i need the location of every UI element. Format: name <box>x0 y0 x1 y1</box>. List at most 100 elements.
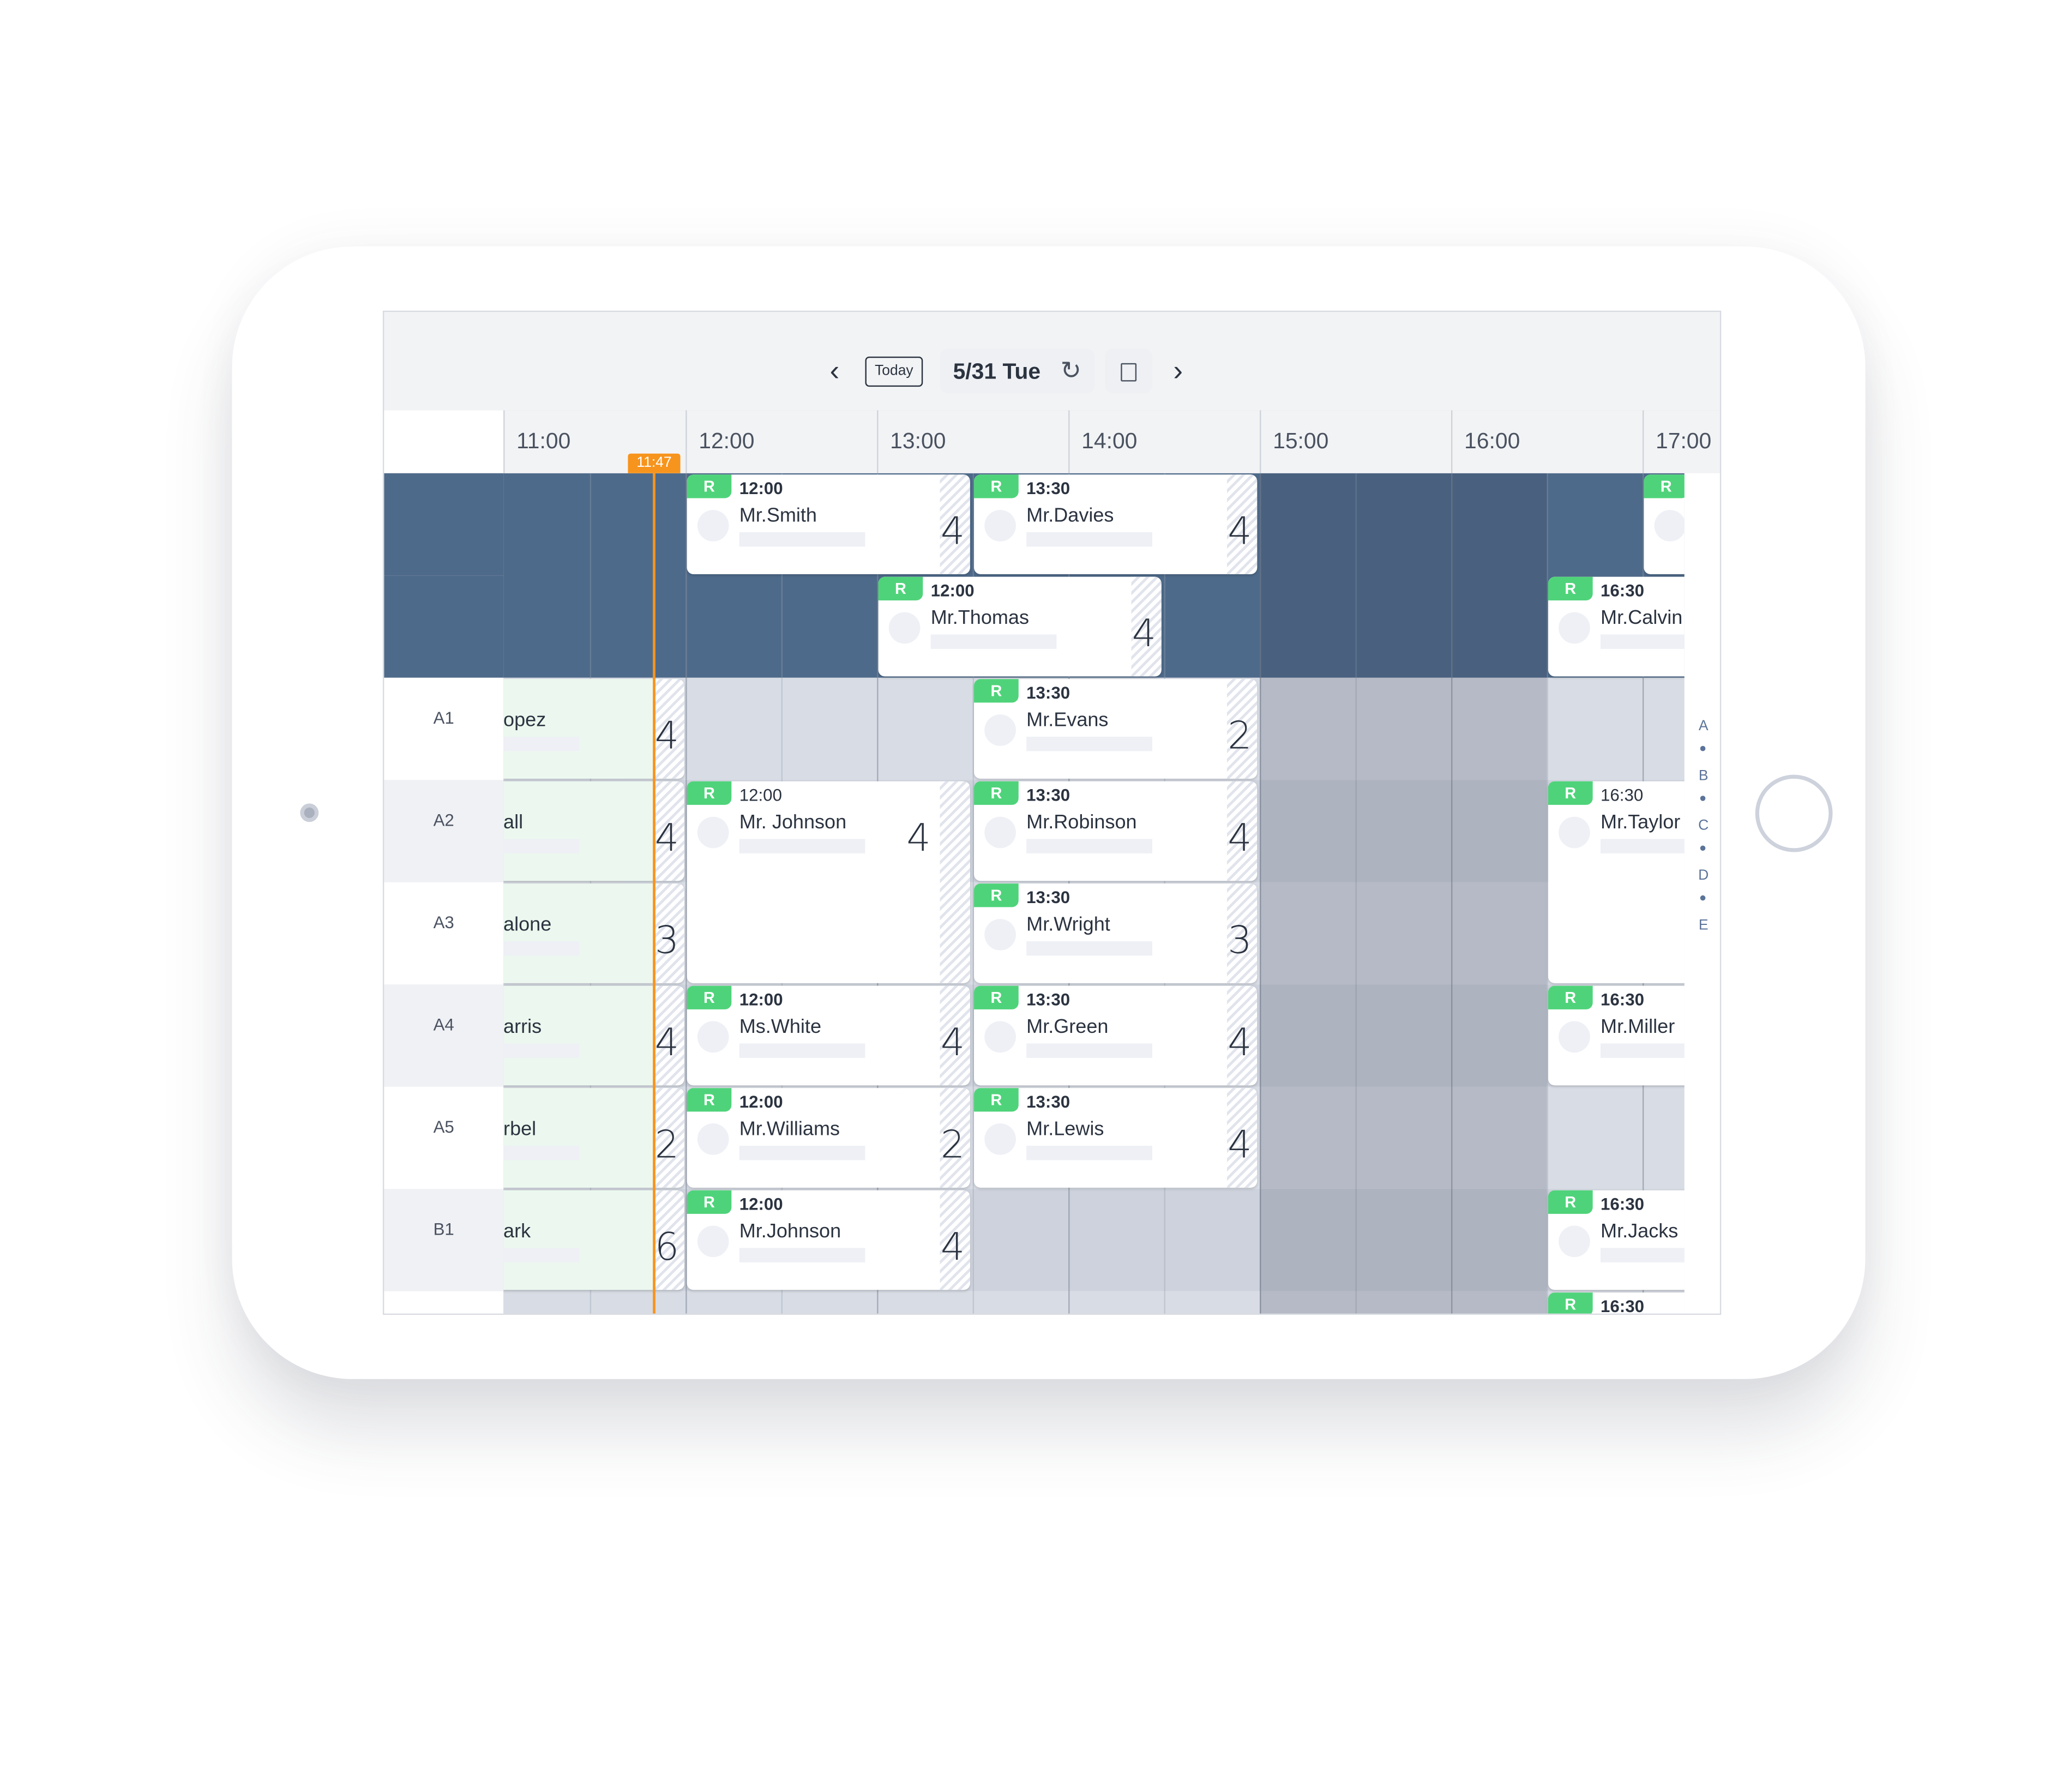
reservation-card[interactable]: R 16:30 Mr.Taylor <box>1548 781 1685 983</box>
avatar <box>697 510 729 542</box>
past-reservation-card[interactable]: alone 3 <box>503 883 684 983</box>
reservation-status-badge: R <box>974 474 1019 498</box>
row-label: A2 <box>384 780 504 882</box>
reservation-status-badge: R <box>1548 1190 1593 1214</box>
reservation-card[interactable]: R 13:30 Mr.Green 4 <box>974 985 1258 1086</box>
hatched-strip <box>654 883 684 983</box>
hatched-strip <box>1226 883 1258 983</box>
past-reservation-card[interactable]: rbel 2 <box>503 1088 684 1188</box>
row-label <box>384 473 504 576</box>
reservation-time: 12:00 <box>739 1194 783 1214</box>
section-index-letter[interactable]: D <box>1698 868 1709 884</box>
date-label: 5/31 Tue <box>953 359 1041 384</box>
home-button[interactable] <box>1755 774 1833 852</box>
reservation-card[interactable]: R 12:00 Ms.White 4 <box>687 985 970 1086</box>
reservation-status-badge: R <box>687 1088 732 1112</box>
section-index-letter[interactable]: C <box>1698 817 1709 834</box>
reservation-card[interactable]: R 16:30 Mr.Jacks <box>1548 1190 1685 1290</box>
reservation-card[interactable]: R 13:30 Mr.Robinson 4 <box>974 781 1258 881</box>
section-index-letter[interactable]: E <box>1698 917 1709 934</box>
party-size: 2 <box>654 1122 679 1167</box>
reservation-card[interactable]: R 12:00 Mr.Smith 4 <box>687 474 970 574</box>
past-reservation-card[interactable]: opez 4 <box>503 679 684 779</box>
section-index-dot <box>1700 845 1706 851</box>
detail-placeholder <box>739 532 865 547</box>
guest-name: opez <box>503 709 546 732</box>
reservation-card[interactable]: R 12:00 Mr.Thomas 4 <box>878 576 1162 677</box>
section-index-letter[interactable]: B <box>1698 768 1709 784</box>
past-reservation-card[interactable]: all 4 <box>503 781 684 881</box>
section-index-scrollbar[interactable]: A B C D E <box>1684 473 1720 1314</box>
guest-name: Mr.Calvin <box>1601 606 1683 629</box>
detail-placeholder <box>503 736 580 751</box>
avatar <box>984 816 1016 849</box>
hatched-strip <box>940 985 970 1086</box>
hour-label: 17:00 <box>1655 429 1712 454</box>
reservation-status-badge: R <box>1548 1292 1593 1314</box>
reservation-time: 16:30 <box>1601 580 1644 600</box>
chevron-left-icon[interactable]: ‹ <box>829 354 840 387</box>
reservation-time: 12:00 <box>739 785 782 805</box>
reservation-card[interactable]: R 13:30 Mr.Wright 3 <box>974 883 1258 983</box>
reservation-card[interactable]: R 16:30 <box>1548 1292 1685 1314</box>
detail-placeholder <box>503 941 580 956</box>
reservation-time: 13:30 <box>1026 785 1070 805</box>
guest-name: Ms.White <box>739 1015 822 1038</box>
reservation-status-badge: R <box>974 883 1019 907</box>
detail-placeholder <box>503 839 580 853</box>
guest-name: Mr.Johnson <box>739 1220 841 1243</box>
date-selector[interactable]: 5/31 Tue ↻ <box>940 348 1095 394</box>
detail-placeholder <box>739 1145 865 1160</box>
guest-name: Mr.Davies <box>1026 504 1114 527</box>
reservation-card[interactable]: R 16:30 Mr.Miller <box>1548 985 1685 1086</box>
chevron-right-icon[interactable]: › <box>1173 354 1183 387</box>
party-size: 4 <box>940 1020 965 1065</box>
detail-placeholder <box>739 1248 865 1262</box>
detail-placeholder <box>1601 634 1685 649</box>
hour-label: 14:00 <box>1081 429 1138 454</box>
row-label: B1 <box>384 1189 504 1291</box>
reservation-card[interactable]: R 16:30 Mr.Calvin <box>1548 576 1685 677</box>
hour-divider <box>503 410 505 473</box>
note-button[interactable] <box>1105 348 1152 394</box>
avatar <box>697 816 729 849</box>
reservation-card[interactable]: R 13:30 Mr.Lewis 4 <box>974 1088 1258 1188</box>
reservation-time: 13:30 <box>1026 887 1070 907</box>
detail-placeholder <box>739 839 865 853</box>
current-time-line <box>653 473 655 1314</box>
reservation-card[interactable]: R 12:00 Mr. Johnson 4 <box>687 781 970 983</box>
avatar <box>1559 816 1590 849</box>
refresh-icon[interactable]: ↻ <box>1060 358 1081 386</box>
reservation-status-badge: R <box>974 781 1019 805</box>
guest-name: all <box>503 811 524 834</box>
avatar <box>697 1021 729 1053</box>
reservation-card[interactable]: R 13:30 Mr.Evans 2 <box>974 679 1258 779</box>
reservation-card[interactable]: R <box>1644 474 1685 574</box>
avatar <box>984 510 1016 542</box>
guest-name: Mr.Williams <box>739 1118 840 1141</box>
party-size: 4 <box>1228 508 1252 554</box>
hatched-strip <box>1226 985 1258 1086</box>
guest-name: Mr.Miller <box>1601 1015 1675 1038</box>
reservation-card[interactable]: R 13:30 Mr.Davies 4 <box>974 474 1258 574</box>
reservation-card[interactable]: R 12:00 Mr.Williams 2 <box>687 1088 970 1188</box>
past-reservation-card[interactable]: ark 6 <box>503 1190 684 1290</box>
detail-placeholder <box>1026 941 1152 956</box>
detail-placeholder <box>930 634 1057 649</box>
reservation-card[interactable]: R 12:00 Mr.Johnson 4 <box>687 1190 970 1290</box>
today-button[interactable]: Today <box>865 356 923 387</box>
avatar <box>1654 510 1685 542</box>
guest-name: Mr.Lewis <box>1026 1118 1104 1141</box>
hatched-strip <box>940 1190 970 1290</box>
reservation-status-badge: R <box>1548 985 1593 1009</box>
hour-label: 16:00 <box>1464 429 1520 454</box>
section-index-letter[interactable]: A <box>1698 718 1709 735</box>
reservation-status-badge: R <box>1548 576 1593 600</box>
reservation-timeline-screen: ‹ Today 5/31 Tue ↻ › 11:00 12:00 13:00 14:0… <box>382 310 1722 1315</box>
guest-name: Mr.Wright <box>1026 913 1110 936</box>
detail-placeholder <box>503 1043 580 1058</box>
avatar <box>984 714 1016 746</box>
reservation-status-badge: R <box>687 985 732 1009</box>
past-reservation-card[interactable]: arris 4 <box>503 985 684 1086</box>
hour-label: 12:00 <box>699 429 755 454</box>
